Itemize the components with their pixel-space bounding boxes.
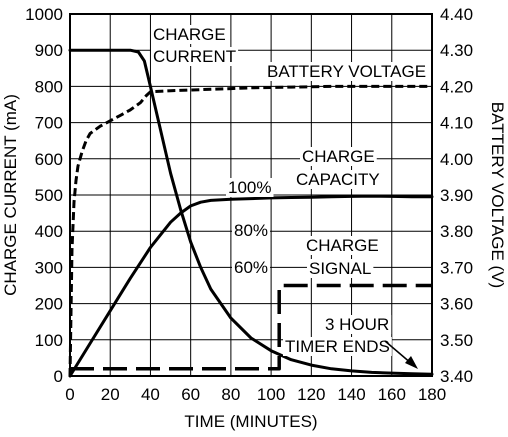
plot-frame xyxy=(69,13,433,377)
annotation-charge-capacity-1: CHARGE xyxy=(302,147,375,166)
x-tick-label: 20 xyxy=(101,385,120,404)
x-tick-label: 120 xyxy=(297,385,325,404)
axis-titles: TIME (MINUTES) CHARGE CURRENT (mA) BATTERY… xyxy=(1,94,507,431)
annotation-backing xyxy=(265,62,429,81)
annotation-charge-current-1: CHARGE xyxy=(153,25,226,44)
annotation-backing xyxy=(232,221,271,240)
annotation-backing xyxy=(151,47,239,66)
y-right-tick-label: 4.20 xyxy=(440,77,473,96)
series-line-charge-current xyxy=(68,48,434,376)
annotation-backing xyxy=(323,315,392,334)
x-tick-label: 80 xyxy=(221,385,240,404)
annotation-pct-100: 100% xyxy=(228,178,271,197)
series-group xyxy=(68,48,434,378)
timer-arrow-head xyxy=(405,356,418,369)
y-left-tick-label: 400 xyxy=(35,222,63,241)
y-right-tick-label: 3.40 xyxy=(440,367,473,386)
y-left-tick-label: 700 xyxy=(35,114,63,133)
annotation-charge-current-2: CURRENT xyxy=(153,47,236,66)
annotation-charge-signal-1: CHARGE xyxy=(306,236,379,255)
x-tick-label: 40 xyxy=(141,385,160,404)
x-tick-label: 180 xyxy=(418,385,446,404)
y-left-axis-title: CHARGE CURRENT (mA) xyxy=(1,94,20,296)
timer-arrow xyxy=(384,340,418,369)
series-line-charge-capacity xyxy=(68,194,434,378)
y-right-tick-label: 3.70 xyxy=(440,258,473,277)
y-right-axis-title: BATTERY VOLTAGE (V) xyxy=(488,102,507,288)
series-line-charge-signal xyxy=(70,283,432,371)
x-tick-label: 140 xyxy=(337,385,365,404)
annotation-backing xyxy=(294,170,382,189)
x-axis-title: TIME (MINUTES) xyxy=(184,412,317,431)
series-line-battery-voltage xyxy=(68,84,432,377)
y-right-tick-label: 4.10 xyxy=(440,114,473,133)
y-right-tick-label: 4.40 xyxy=(440,5,473,24)
annotation-backing xyxy=(304,236,381,255)
annotation-backing xyxy=(307,259,374,278)
annotation-backing xyxy=(283,337,392,356)
annotation-timer-2: TIMER ENDS xyxy=(285,337,390,356)
y-right-tick-label: 3.50 xyxy=(440,331,473,350)
x-tick-label: 60 xyxy=(181,385,200,404)
y-right-tick-label: 3.60 xyxy=(440,295,473,314)
y-left-tick-label: 800 xyxy=(35,77,63,96)
x-tick-label: 160 xyxy=(378,385,406,404)
annotation-timer-1: 3 HOUR xyxy=(325,315,389,334)
tick-labels: 0 20 40 60 80 100 120 140 160 180 0 100 200 300 400 500… xyxy=(25,5,473,404)
y-left-tick-label: 500 xyxy=(35,186,63,205)
y-left-tick-label: 300 xyxy=(35,258,63,277)
y-right-tick-label: 4.30 xyxy=(440,41,473,60)
annotation-backing xyxy=(232,258,271,277)
y-right-tick-label: 3.90 xyxy=(440,186,473,205)
annotation-backing xyxy=(300,147,377,166)
annotation-backing xyxy=(226,178,274,197)
annotation-charge-signal-2: SIGNAL xyxy=(309,259,371,278)
annotation-pct-60: 60% xyxy=(234,258,268,277)
annotation-pct-80: 80% xyxy=(234,221,268,240)
annotations: CHARGE CURRENT BATTERY VOLTAGE CHARGE CAPACI… xyxy=(151,25,429,369)
y-left-tick-label: 1000 xyxy=(25,5,63,24)
y-left-tick-label: 900 xyxy=(35,41,63,60)
annotation-battery-voltage: BATTERY VOLTAGE xyxy=(267,62,426,81)
y-left-tick-label: 200 xyxy=(35,295,63,314)
annotation-charge-capacity-2: CAPACITY xyxy=(296,170,380,189)
y-left-tick-label: 100 xyxy=(35,331,63,350)
x-tick-label: 100 xyxy=(257,385,285,404)
y-left-tick-label: 0 xyxy=(54,367,63,386)
x-tick-label: 0 xyxy=(65,385,74,404)
y-right-tick-label: 3.80 xyxy=(440,222,473,241)
y-left-tick-label: 600 xyxy=(35,150,63,169)
annotation-backing xyxy=(151,25,228,44)
y-right-tick-label: 4.00 xyxy=(440,150,473,169)
